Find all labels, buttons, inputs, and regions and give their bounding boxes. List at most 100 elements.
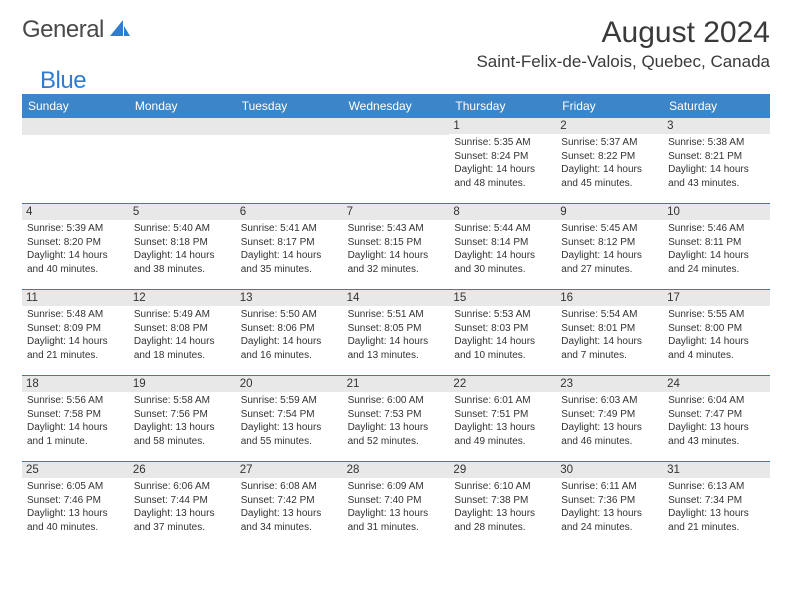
- day-number: 31: [663, 462, 770, 478]
- day-info: Sunrise: 6:06 AMSunset: 7:44 PMDaylight:…: [133, 480, 232, 534]
- day-info: Sunrise: 5:39 AMSunset: 8:20 PMDaylight:…: [26, 222, 125, 276]
- day-info: Sunrise: 5:56 AMSunset: 7:58 PMDaylight:…: [26, 394, 125, 448]
- day-number: 1: [449, 118, 556, 134]
- day-info: Sunrise: 5:37 AMSunset: 8:22 PMDaylight:…: [560, 136, 659, 190]
- calendar-cell: 4 Sunrise: 5:39 AMSunset: 8:20 PMDaylight…: [22, 204, 129, 289]
- day-info: Sunrise: 6:08 AMSunset: 7:42 PMDaylight:…: [240, 480, 339, 534]
- day-number: 11: [22, 290, 129, 306]
- day-info: Sunrise: 5:55 AMSunset: 8:00 PMDaylight:…: [667, 308, 766, 362]
- day-number: 8: [449, 204, 556, 220]
- day-header: Tuesday: [236, 94, 343, 118]
- day-number: 2: [556, 118, 663, 134]
- logo-text-general: General: [22, 16, 104, 44]
- calendar-cell: 15 Sunrise: 5:53 AMSunset: 8:03 PMDayligh…: [449, 290, 556, 375]
- day-header: Thursday: [449, 94, 556, 118]
- calendar-cell: 16 Sunrise: 5:54 AMSunset: 8:01 PMDayligh…: [556, 290, 663, 375]
- day-info: Sunrise: 5:49 AMSunset: 8:08 PMDaylight:…: [133, 308, 232, 362]
- day-info: Sunrise: 5:50 AMSunset: 8:06 PMDaylight:…: [240, 308, 339, 362]
- day-number: 3: [663, 118, 770, 134]
- day-number: 22: [449, 376, 556, 392]
- day-number: 28: [343, 462, 450, 478]
- calendar-cell: 11Sunrise: 5:48 AMSunset: 8:09 PMDayligh…: [22, 290, 129, 375]
- calendar-cell: 30Sunrise: 6:11 AMSunset: 7:36 PMDayligh…: [556, 462, 663, 547]
- calendar-cell: 13 Sunrise: 5:50 AMSunset: 8:06 PMDayligh…: [236, 290, 343, 375]
- calendar-cell: [129, 118, 236, 203]
- day-header: Saturday: [663, 94, 770, 118]
- empty-daynum: [22, 118, 129, 135]
- day-info: Sunrise: 5:59 AMSunset: 7:54 PMDaylight:…: [240, 394, 339, 448]
- day-info: Sunrise: 5:58 AMSunset: 7:56 PMDaylight:…: [133, 394, 232, 448]
- day-number: 15: [449, 290, 556, 306]
- day-info: Sunrise: 5:44 AMSunset: 8:14 PMDaylight:…: [453, 222, 552, 276]
- calendar-cell: 28 Sunrise: 6:09 AMSunset: 7:40 PMDayligh…: [343, 462, 450, 547]
- day-info: Sunrise: 5:53 AMSunset: 8:03 PMDaylight:…: [453, 308, 552, 362]
- calendar-cell: 21 Sunrise: 6:00 AMSunset: 7:53 PMDayligh…: [343, 376, 450, 461]
- calendar-cell: 7Sunrise: 5:43 AMSunset: 8:15 PMDaylight…: [343, 204, 450, 289]
- calendar-cell: 22 Sunrise: 6:01 AMSunset: 7:51 PMDayligh…: [449, 376, 556, 461]
- day-header: Monday: [129, 94, 236, 118]
- day-info: Sunrise: 5:54 AMSunset: 8:01 PMDaylight:…: [560, 308, 659, 362]
- day-info: Sunrise: 5:45 AMSunset: 8:12 PMDaylight:…: [560, 222, 659, 276]
- calendar-cell: 25 Sunrise: 6:05 AMSunset: 7:46 PMDayligh…: [22, 462, 129, 547]
- calendar-cell: [22, 118, 129, 203]
- logo: General: [22, 16, 133, 44]
- logo-text-blue: Blue: [40, 67, 86, 95]
- day-info: Sunrise: 6:13 AMSunset: 7:34 PMDaylight:…: [667, 480, 766, 534]
- location: Saint-Felix-de-Valois, Quebec, Canada: [476, 52, 770, 72]
- day-info: Sunrise: 5:46 AMSunset: 8:11 PMDaylight:…: [667, 222, 766, 276]
- calendar-cell: 26Sunrise: 6:06 AMSunset: 7:44 PMDayligh…: [129, 462, 236, 547]
- day-number: 21: [343, 376, 450, 392]
- calendar-cell: 19 Sunrise: 5:58 AMSunset: 7:56 PMDayligh…: [129, 376, 236, 461]
- title-block: August 2024 Saint-Felix-de-Valois, Quebe…: [476, 16, 770, 72]
- day-number: 4: [22, 204, 129, 220]
- calendar-cell: 1 Sunrise: 5:35 AMSunset: 8:24 PMDaylight…: [449, 118, 556, 203]
- calendar-cell: 20 Sunrise: 5:59 AMSunset: 7:54 PMDayligh…: [236, 376, 343, 461]
- day-number: 16: [556, 290, 663, 306]
- calendar-cell: 31 Sunrise: 6:13 AMSunset: 7:34 PMDayligh…: [663, 462, 770, 547]
- day-number: 12: [129, 290, 236, 306]
- month-title: August 2024: [476, 16, 770, 50]
- calendar-cell: 2 Sunrise: 5:37 AMSunset: 8:22 PMDaylight…: [556, 118, 663, 203]
- day-number: 19: [129, 376, 236, 392]
- calendar-cell: 14 Sunrise: 5:51 AMSunset: 8:05 PMDayligh…: [343, 290, 450, 375]
- day-number: 27: [236, 462, 343, 478]
- day-info: Sunrise: 5:41 AMSunset: 8:17 PMDaylight:…: [240, 222, 339, 276]
- day-number: 17: [663, 290, 770, 306]
- day-number: 14: [343, 290, 450, 306]
- day-header: Friday: [556, 94, 663, 118]
- calendar-cell: [343, 118, 450, 203]
- day-info: Sunrise: 5:35 AMSunset: 8:24 PMDaylight:…: [453, 136, 552, 190]
- day-info: Sunrise: 6:00 AMSunset: 7:53 PMDaylight:…: [347, 394, 446, 448]
- day-header: Wednesday: [343, 94, 450, 118]
- day-number: 24: [663, 376, 770, 392]
- day-number: 6: [236, 204, 343, 220]
- day-number: 13: [236, 290, 343, 306]
- empty-daynum: [343, 118, 450, 135]
- calendar-cell: 24 Sunrise: 6:04 AMSunset: 7:47 PMDayligh…: [663, 376, 770, 461]
- day-info: Sunrise: 6:03 AMSunset: 7:49 PMDaylight:…: [560, 394, 659, 448]
- calendar-cell: 8 Sunrise: 5:44 AMSunset: 8:14 PMDaylight…: [449, 204, 556, 289]
- day-info: Sunrise: 6:09 AMSunset: 7:40 PMDaylight:…: [347, 480, 446, 534]
- calendar-cell: 18Sunrise: 5:56 AMSunset: 7:58 PMDayligh…: [22, 376, 129, 461]
- day-number: 20: [236, 376, 343, 392]
- day-number: 25: [22, 462, 129, 478]
- day-info: Sunrise: 5:40 AMSunset: 8:18 PMDaylight:…: [133, 222, 232, 276]
- calendar-cell: 29Sunrise: 6:10 AMSunset: 7:38 PMDayligh…: [449, 462, 556, 547]
- day-number: 9: [556, 204, 663, 220]
- calendar-cell: [236, 118, 343, 203]
- calendar-grid: SundayMondayTuesdayWednesdayThursdayFrid…: [22, 94, 770, 547]
- calendar-cell: 27 Sunrise: 6:08 AMSunset: 7:42 PMDayligh…: [236, 462, 343, 547]
- day-info: Sunrise: 6:01 AMSunset: 7:51 PMDaylight:…: [453, 394, 552, 448]
- calendar-cell: 3Sunrise: 5:38 AMSunset: 8:21 PMDaylight…: [663, 118, 770, 203]
- day-info: Sunrise: 6:05 AMSunset: 7:46 PMDaylight:…: [26, 480, 125, 534]
- logo-sail-icon: [109, 18, 131, 43]
- day-number: 5: [129, 204, 236, 220]
- day-info: Sunrise: 5:43 AMSunset: 8:15 PMDaylight:…: [347, 222, 446, 276]
- calendar-cell: 17 Sunrise: 5:55 AMSunset: 8:00 PMDayligh…: [663, 290, 770, 375]
- calendar-cell: 23 Sunrise: 6:03 AMSunset: 7:49 PMDayligh…: [556, 376, 663, 461]
- calendar-cell: 5 Sunrise: 5:40 AMSunset: 8:18 PMDaylight…: [129, 204, 236, 289]
- day-info: Sunrise: 5:51 AMSunset: 8:05 PMDaylight:…: [347, 308, 446, 362]
- day-number: 23: [556, 376, 663, 392]
- day-info: Sunrise: 6:04 AMSunset: 7:47 PMDaylight:…: [667, 394, 766, 448]
- day-number: 10: [663, 204, 770, 220]
